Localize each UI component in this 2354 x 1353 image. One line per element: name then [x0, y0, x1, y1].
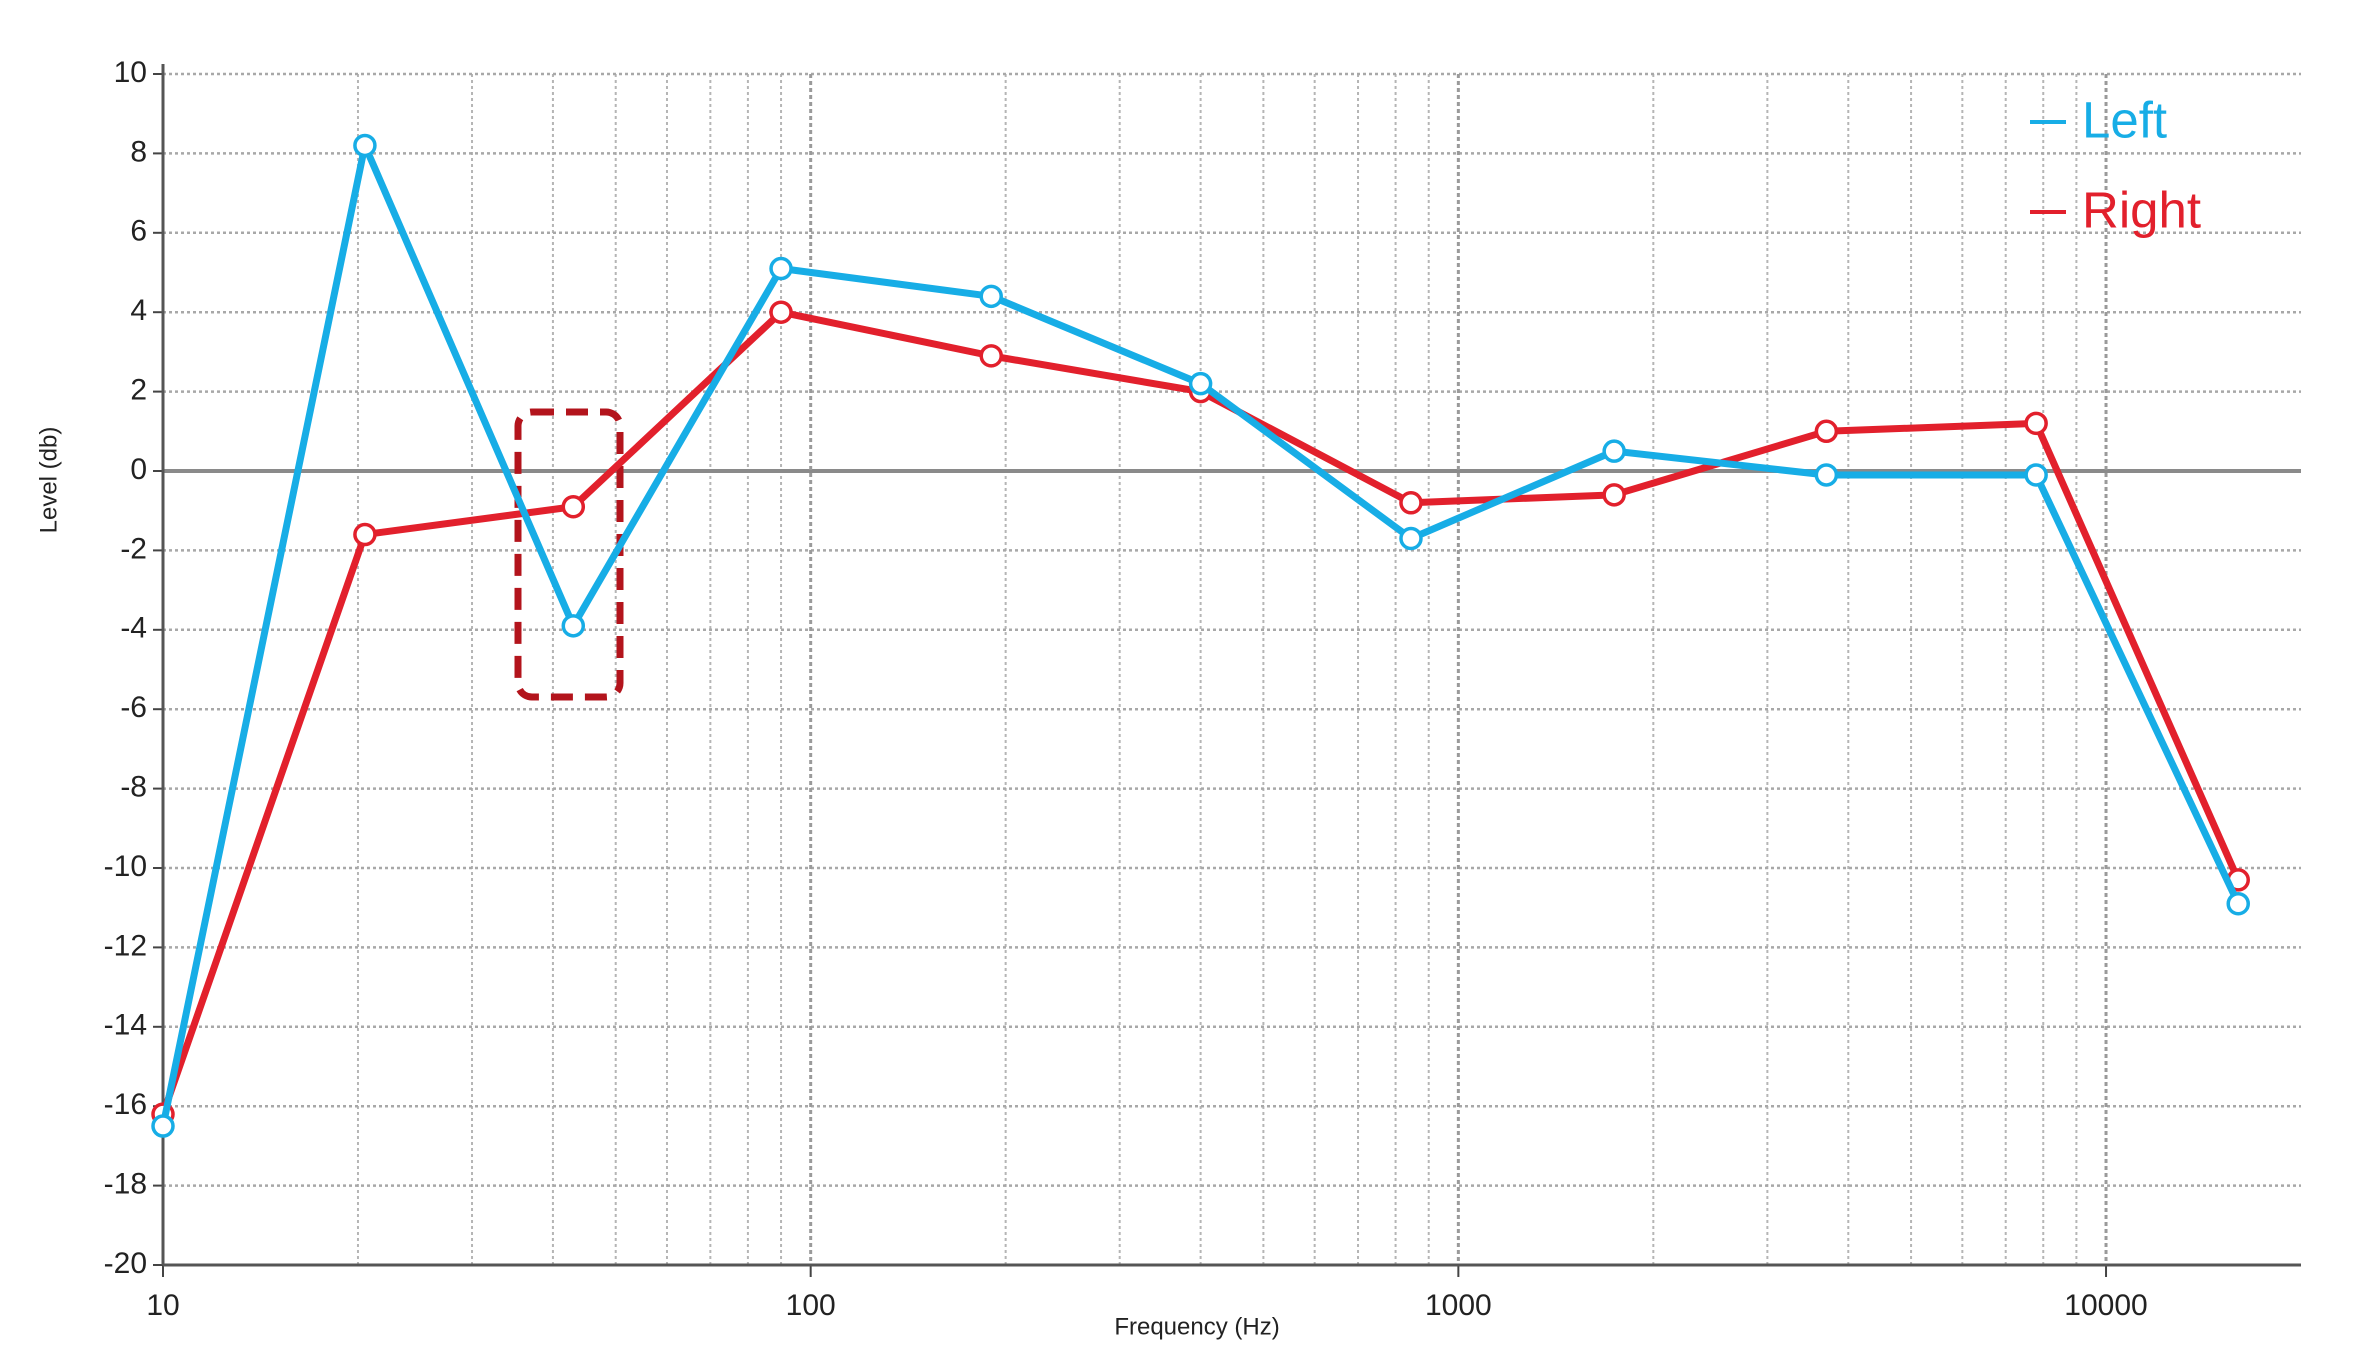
y-tick-label: 2: [130, 374, 147, 407]
point: [1814, 463, 1839, 487]
y-tick-label: 0: [130, 453, 147, 486]
x-tick-label: 100: [786, 1289, 836, 1322]
legend-label: Right: [2082, 181, 2201, 238]
point: [979, 344, 1003, 368]
y-tick-label: -4: [120, 612, 147, 645]
y-tick-label: -18: [104, 1168, 147, 1201]
point: [1602, 439, 1626, 463]
legend-label: Left: [2082, 91, 2167, 148]
y-tick-label: 8: [130, 135, 147, 168]
y-tick-label: 6: [130, 215, 147, 248]
y-tick-label: -6: [120, 691, 147, 724]
point: [1188, 371, 1213, 396]
y-tick-label: -16: [104, 1088, 147, 1121]
point: [2024, 463, 2048, 487]
y-tick-label: -2: [120, 532, 147, 565]
point: [353, 522, 377, 547]
plot: Left Right: [151, 91, 2250, 1138]
x-axis-label: Frequency (Hz): [1114, 1313, 1279, 1340]
point: [2024, 411, 2048, 436]
x-tick-label: 10: [146, 1289, 179, 1322]
point: [561, 614, 586, 638]
y-axis-label: Level (db): [35, 427, 62, 534]
x-tick-label: 10000: [2064, 1289, 2147, 1322]
y-tick-label: 4: [130, 294, 147, 327]
point: [769, 256, 793, 281]
point: [979, 284, 1003, 309]
point: [1399, 526, 1423, 551]
y-tick-label: -14: [104, 1009, 147, 1042]
y-tick-label: 10: [114, 56, 147, 89]
point: [2226, 891, 2250, 916]
point: [769, 300, 793, 324]
y-tick-label: -8: [120, 771, 147, 804]
point: [1814, 419, 1839, 444]
x-tick-label: 1000: [1425, 1289, 1492, 1322]
y-tick-label: -12: [104, 929, 147, 962]
point: [151, 1114, 175, 1138]
point: [1602, 483, 1626, 507]
point: [1399, 491, 1423, 515]
point: [353, 133, 377, 158]
highlight-box: [514, 408, 624, 701]
point: [561, 494, 586, 519]
y-tick-label: -10: [104, 850, 147, 883]
y-tick-label: -20: [104, 1247, 147, 1280]
